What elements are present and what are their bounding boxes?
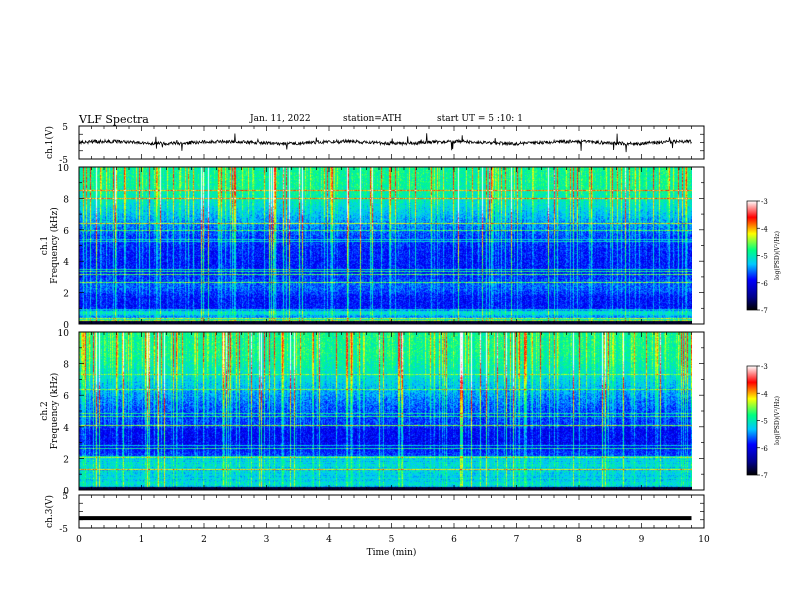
ch2-spectrogram-colorbar-tick-label: -5 [761, 418, 768, 426]
ch1-spectrogram-ytick-label: 0 [63, 321, 69, 331]
x-tick-label: 3 [264, 535, 270, 545]
ch1-spectrogram-ytick-label: 10 [58, 164, 70, 174]
ch1-waveform-ylabel: ch.1(V) [44, 126, 55, 159]
x-tick-label: 7 [514, 535, 520, 545]
ch2-spectrogram-colorbar-tick-label: -7 [761, 472, 768, 480]
chart-title: VLF Spectra [79, 113, 149, 126]
x-axis-label: Time (min) [367, 547, 417, 558]
ch2-spectrogram-colorbar [746, 365, 758, 476]
ch1-waveform-ytick-label: 5 [62, 123, 68, 133]
ch1-spectrogram-colorbar-label: log(PSD)(V²/Hz) [774, 231, 781, 280]
ch2-spectrogram-colorbar-label: log(PSD)(V²/Hz) [774, 396, 781, 445]
ch2-spectrogram-ytick-label: 6 [63, 392, 69, 402]
ch1-spectrogram-ytick-label: 4 [63, 258, 69, 268]
ch1-spectrogram-colorbar [746, 200, 758, 311]
ch2-spectrogram-ytick-label: 2 [63, 455, 69, 465]
x-tick-label: 0 [76, 535, 82, 545]
ch1-spectrogram-image [79, 167, 692, 324]
ch1-spectrogram-colorbar-tick-label: -5 [761, 253, 768, 261]
ch2-spectrogram-ylabel-frequency: Frequency (kHz) [49, 373, 60, 450]
x-tick-label: 4 [326, 535, 332, 545]
ch2-spectrogram-colorbar-tick-label: -3 [761, 363, 768, 371]
ch1-spectrogram-ytick-label: 6 [63, 227, 69, 237]
ch3-waveform-ytick-label: -5 [59, 525, 68, 535]
ch1-spectrogram-colorbar-tick-label: -3 [761, 198, 768, 206]
ch1-spectrogram-colorbar-tick-label: -4 [761, 225, 768, 233]
date-label: Jan. 11, 2022 [250, 114, 311, 124]
start-time-label: start UT = 5 :10: 1 [437, 114, 523, 124]
ch1-waveform-ytick-label: -5 [59, 156, 68, 166]
ch2-spectrogram-ytick-label: 4 [63, 424, 69, 434]
station-label: station=ATH [343, 114, 402, 124]
ch1-spectrogram-colorbar-tick-label: -7 [761, 307, 768, 315]
x-tick-label: 6 [451, 535, 457, 545]
ch2-spectrogram-ylabel-channel: ch.2 [40, 401, 50, 420]
ch2-spectrogram-image [79, 332, 692, 490]
x-tick-label: 1 [139, 535, 145, 545]
ch2-spectrogram-ytick-label: 0 [63, 487, 69, 497]
ch3-waveform-ylabel: ch.3(V) [44, 495, 55, 528]
ch2-spectrogram-colorbar-tick-label: -4 [761, 390, 768, 398]
ch2-spectrogram-ytick-label: 8 [63, 361, 69, 371]
x-tick-label: 9 [639, 535, 645, 545]
ch2-spectrogram-colorbar-tick-label: -6 [761, 445, 768, 453]
x-tick-label: 2 [201, 535, 207, 545]
ch1-spectrogram-ytick-label: 2 [63, 290, 69, 300]
ch1-spectrogram-ylabel-frequency: Frequency (kHz) [49, 207, 60, 284]
x-tick-label: 8 [576, 535, 582, 545]
ch1-spectrogram-ytick-label: 8 [63, 195, 69, 205]
ch3-waveform-ytick-label: 5 [62, 492, 68, 502]
x-tick-label: 10 [698, 535, 710, 545]
x-tick-label: 5 [389, 535, 395, 545]
ch2-spectrogram-ytick-label: 10 [58, 329, 70, 339]
ch1-trace [78, 133, 692, 153]
ch1-spectrogram-colorbar-tick-label: -6 [761, 280, 768, 288]
ch1-spectrogram-ylabel-channel: ch.1 [40, 236, 50, 255]
